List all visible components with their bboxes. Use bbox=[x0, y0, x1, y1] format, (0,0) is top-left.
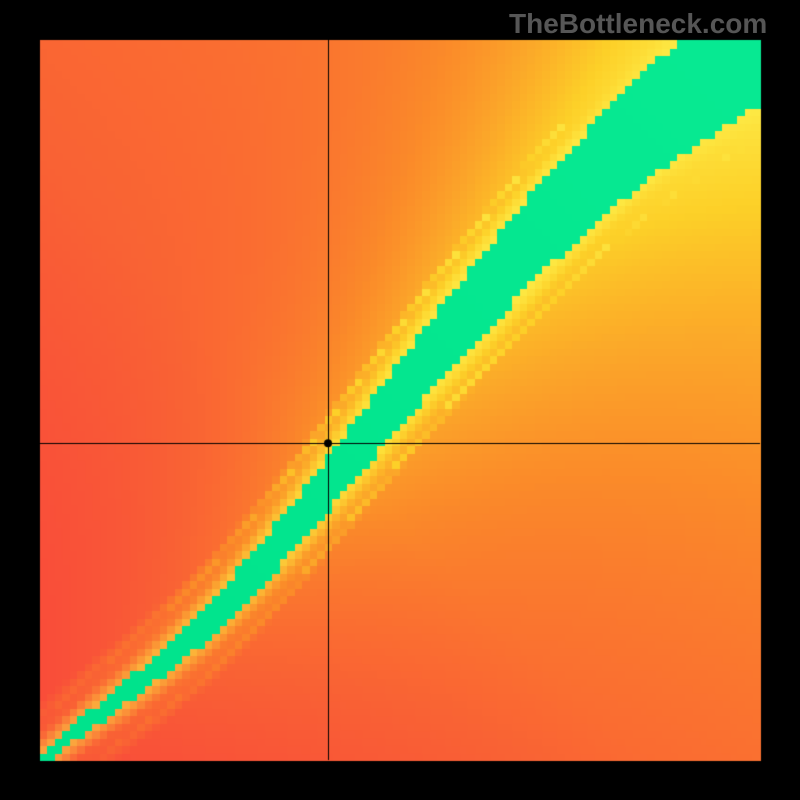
watermark-text: TheBottleneck.com bbox=[509, 8, 767, 40]
bottleneck-heatmap bbox=[0, 0, 800, 800]
